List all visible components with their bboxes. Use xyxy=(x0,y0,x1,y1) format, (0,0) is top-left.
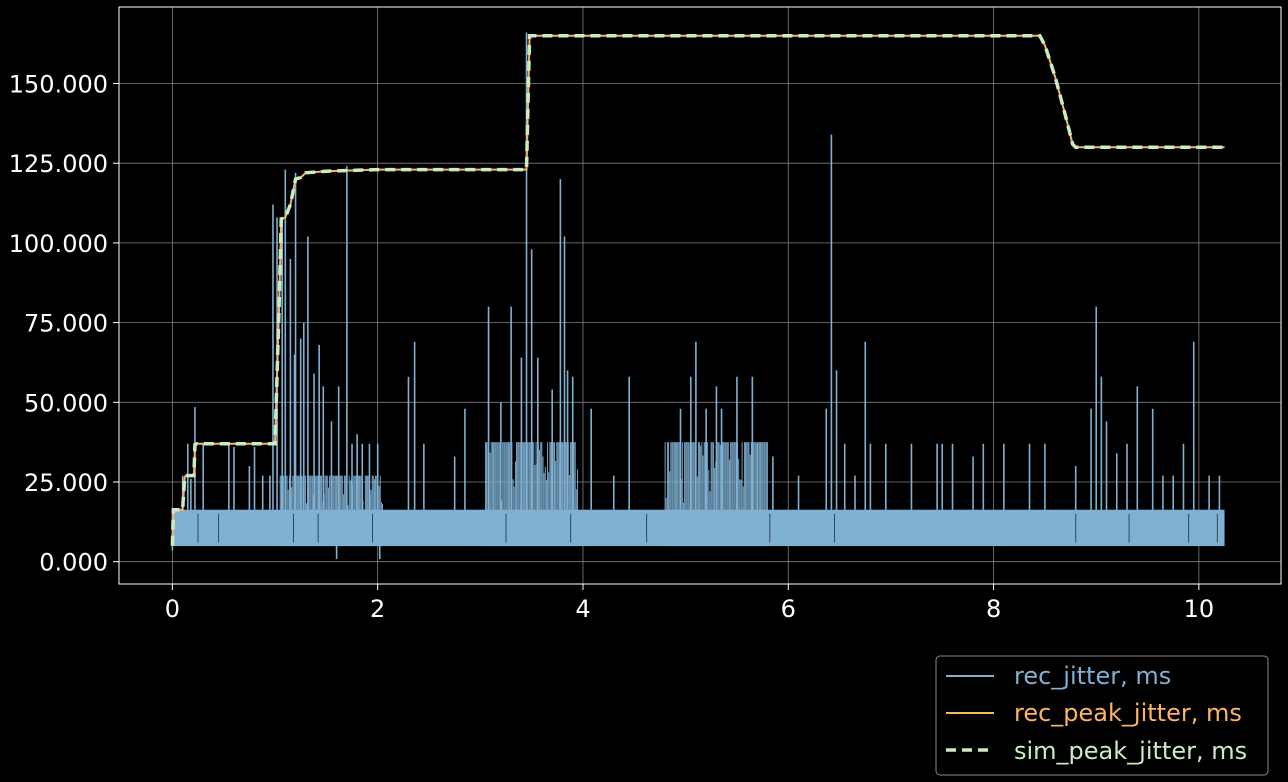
y-tick-label: 75.000 xyxy=(24,310,108,338)
rec-jitter-texture xyxy=(197,513,1218,543)
rec-jitter-dense-band xyxy=(279,475,383,547)
plot-frame xyxy=(118,6,1282,585)
y-axis: 0.000 25.000 50.000 75.000 100.000 125.000 150… xyxy=(9,71,119,577)
legend-label-sim-peak-jitter: sim_peak_jitter, ms xyxy=(1014,737,1247,765)
x-tick-label: 6 xyxy=(781,595,796,623)
x-axis: 0 2 4 6 8 10 xyxy=(165,584,1214,623)
rec-jitter-dense-strokes xyxy=(279,475,383,547)
y-tick-label: 100.000 xyxy=(9,230,108,258)
y-tick-label: 0.000 xyxy=(39,549,108,577)
plot-area xyxy=(170,32,1225,560)
series-layer xyxy=(170,32,1225,560)
series-sim-peak-jitter xyxy=(170,33,1225,546)
x-tick-label: 8 xyxy=(986,595,1001,623)
y-tick-label: 150.000 xyxy=(9,71,108,99)
x-tick-label: 4 xyxy=(575,595,590,623)
x-tick-label: 0 xyxy=(165,595,180,623)
series-rec-jitter xyxy=(171,32,1225,560)
legend-label-rec-peak-jitter: rec_peak_jitter, ms xyxy=(1014,699,1242,727)
y-tick-label: 25.000 xyxy=(24,469,108,497)
x-tick-label: 2 xyxy=(370,595,385,623)
x-tick-label: 10 xyxy=(1184,595,1215,623)
y-tick-label: 125.000 xyxy=(9,150,108,178)
legend: rec_jitter, ms rec_peak_jitter, ms sim_p… xyxy=(935,655,1269,776)
legend-label-rec-jitter: rec_jitter, ms xyxy=(1014,662,1171,690)
y-tick-label: 50.000 xyxy=(24,389,108,417)
legend-box xyxy=(935,655,1269,776)
